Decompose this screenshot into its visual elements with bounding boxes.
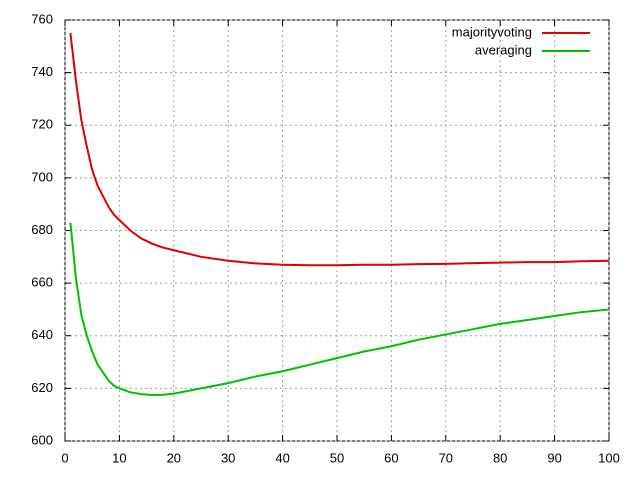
y-tick-label: 760 — [31, 11, 53, 26]
x-tick-label: 90 — [547, 450, 561, 465]
x-tick-label: 20 — [167, 450, 181, 465]
y-tick-label: 620 — [31, 380, 53, 395]
legend-label: majorityvoting — [452, 24, 532, 39]
x-tick-label: 10 — [112, 450, 126, 465]
x-tick-label: 100 — [598, 450, 620, 465]
x-tick-label: 30 — [221, 450, 235, 465]
x-tick-label: 60 — [384, 450, 398, 465]
y-tick-label: 720 — [31, 117, 53, 132]
y-tick-label: 700 — [31, 169, 53, 184]
x-tick-label: 40 — [275, 450, 289, 465]
x-tick-label: 0 — [61, 450, 68, 465]
y-tick-label: 740 — [31, 64, 53, 79]
y-tick-label: 640 — [31, 327, 53, 342]
series-line — [69, 222, 610, 396]
x-tick-label: 70 — [439, 450, 453, 465]
x-tick-label: 80 — [493, 450, 507, 465]
y-tick-label: 680 — [31, 222, 53, 237]
x-tick-label: 50 — [330, 450, 344, 465]
legend-label: averaging — [475, 42, 532, 57]
y-tick-label: 660 — [31, 275, 53, 290]
y-tick-label: 600 — [31, 432, 53, 447]
series-line — [69, 33, 610, 267]
